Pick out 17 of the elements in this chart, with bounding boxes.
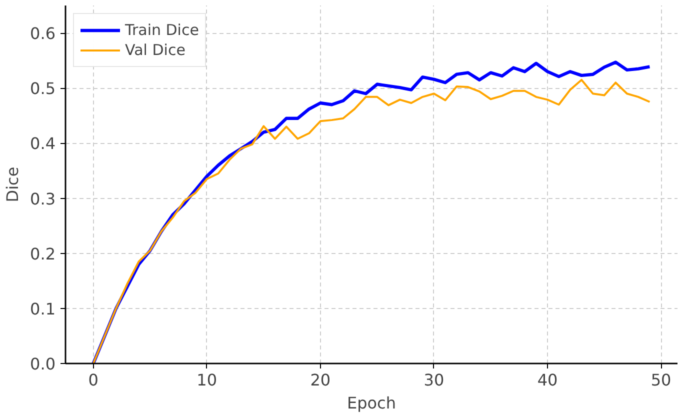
y-tick-label: 0.5 — [30, 79, 56, 98]
x-tick-label: 50 — [650, 370, 672, 390]
legend-label: Val Dice — [125, 41, 186, 59]
y-tick-label: 0.3 — [30, 189, 56, 208]
y-tick-label: 0.4 — [30, 134, 56, 154]
x-tick-label: 0 — [88, 370, 98, 390]
y-axis-title: Dice — [3, 166, 22, 202]
x-axis-title: Epoch — [347, 394, 396, 412]
y-tick-label: 0.6 — [30, 24, 56, 44]
x-tick-label: 30 — [424, 370, 444, 390]
legend-label: Train Dice — [125, 21, 199, 39]
y-tick-label: 0.2 — [30, 244, 56, 264]
x-tick-label: 40 — [537, 370, 558, 390]
x-tick-label: 10 — [196, 370, 218, 390]
x-tick-label: 20 — [310, 370, 331, 390]
y-tick-label: 0.0 — [30, 354, 56, 374]
y-tick-label: 0.1 — [30, 299, 56, 318]
